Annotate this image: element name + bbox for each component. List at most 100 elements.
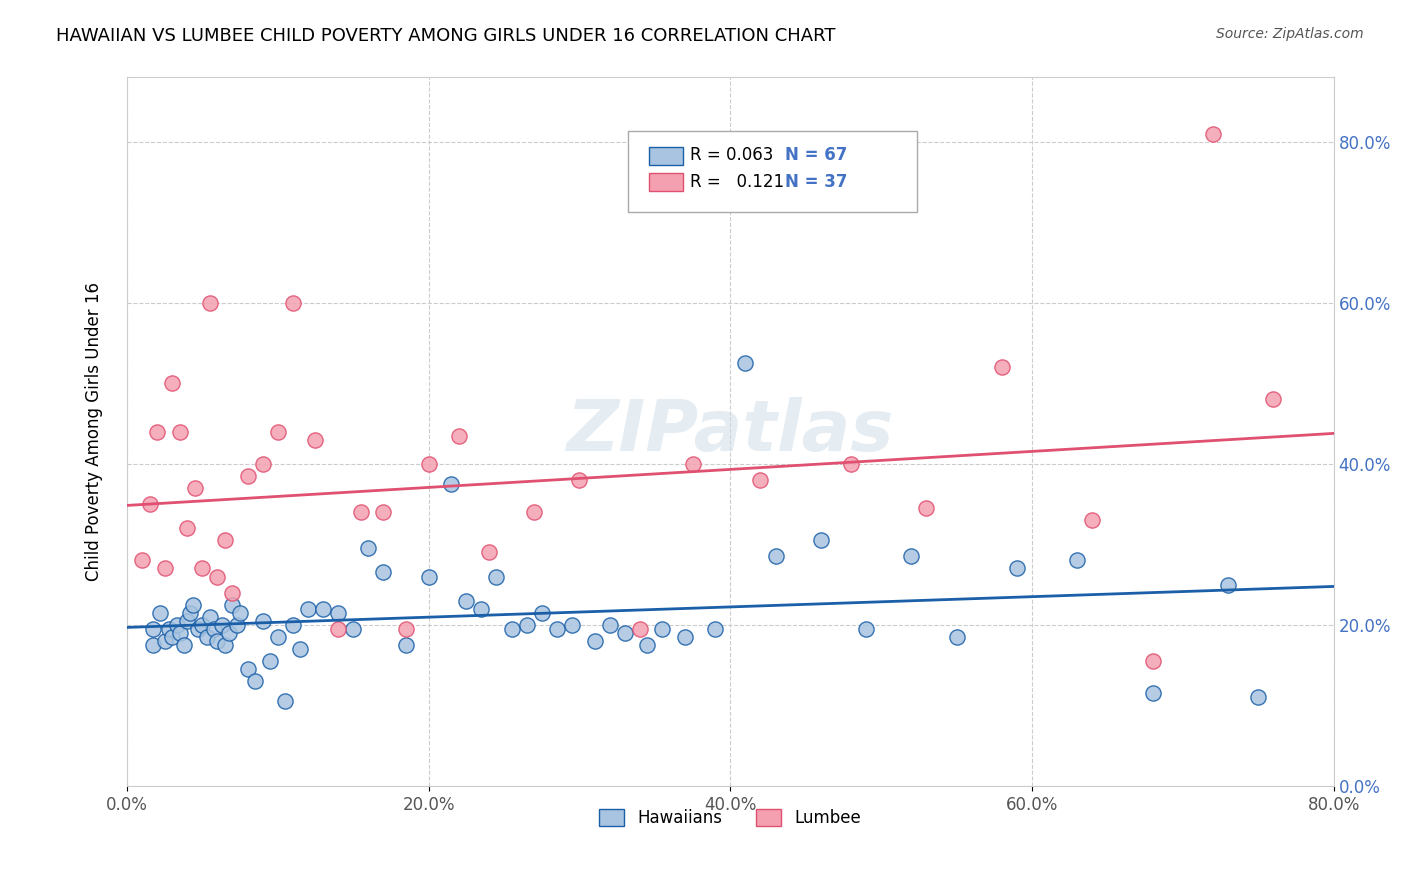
Point xyxy=(169,425,191,439)
Point xyxy=(142,638,165,652)
Point xyxy=(1202,127,1225,141)
Point xyxy=(297,601,319,615)
Point xyxy=(267,425,290,439)
Point xyxy=(561,617,583,632)
Point xyxy=(583,633,606,648)
Point xyxy=(1066,553,1088,567)
Point xyxy=(470,601,492,615)
Point xyxy=(146,425,169,439)
Point xyxy=(945,630,967,644)
Point xyxy=(357,541,380,556)
Point xyxy=(169,625,191,640)
Point xyxy=(173,638,195,652)
Point xyxy=(810,533,832,548)
Point xyxy=(221,585,243,599)
Point xyxy=(312,601,335,615)
Point xyxy=(198,609,221,624)
Point xyxy=(214,533,236,548)
Y-axis label: Child Poverty Among Girls Under 16: Child Poverty Among Girls Under 16 xyxy=(86,282,103,581)
Point xyxy=(218,625,240,640)
Legend: Hawaiians, Lumbee: Hawaiians, Lumbee xyxy=(593,803,868,834)
Point xyxy=(207,569,229,583)
Point xyxy=(628,622,651,636)
Point xyxy=(395,638,418,652)
Point xyxy=(226,617,249,632)
Point xyxy=(456,593,478,607)
Point xyxy=(478,545,501,559)
Text: Source: ZipAtlas.com: Source: ZipAtlas.com xyxy=(1216,27,1364,41)
Point xyxy=(599,617,621,632)
Point xyxy=(991,360,1014,375)
Point xyxy=(734,356,756,370)
Point xyxy=(636,638,658,652)
Point xyxy=(236,662,259,676)
Point xyxy=(546,622,568,636)
Point xyxy=(267,630,290,644)
Point xyxy=(1081,513,1104,527)
Point xyxy=(485,569,508,583)
Point xyxy=(274,694,297,708)
Point xyxy=(195,630,218,644)
Point xyxy=(373,566,395,580)
Point xyxy=(613,625,636,640)
FancyBboxPatch shape xyxy=(627,130,917,212)
Point xyxy=(281,295,304,310)
Point xyxy=(179,606,201,620)
Point xyxy=(252,614,274,628)
Point xyxy=(673,630,696,644)
Point xyxy=(187,622,209,636)
Text: R = 0.063: R = 0.063 xyxy=(690,146,773,164)
Point xyxy=(243,674,266,689)
Point xyxy=(342,622,364,636)
Point xyxy=(704,622,727,636)
Point xyxy=(160,376,183,391)
Point xyxy=(749,473,772,487)
Point xyxy=(176,614,198,628)
Point xyxy=(153,561,176,575)
Point xyxy=(516,617,538,632)
Point xyxy=(326,606,349,620)
FancyBboxPatch shape xyxy=(650,147,683,164)
Point xyxy=(373,505,395,519)
Point xyxy=(202,622,225,636)
Point xyxy=(915,501,938,516)
Point xyxy=(191,617,214,632)
Point xyxy=(682,457,704,471)
FancyBboxPatch shape xyxy=(650,173,683,191)
Point xyxy=(1142,686,1164,700)
Point xyxy=(229,606,252,620)
Point xyxy=(765,549,787,564)
Point xyxy=(176,521,198,535)
Point xyxy=(184,481,207,495)
Point xyxy=(1005,561,1028,575)
Point xyxy=(395,622,418,636)
Point xyxy=(304,433,326,447)
Point xyxy=(259,654,281,668)
Text: N = 67: N = 67 xyxy=(785,146,846,164)
Point xyxy=(1263,392,1285,407)
Text: HAWAIIAN VS LUMBEE CHILD POVERTY AMONG GIRLS UNDER 16 CORRELATION CHART: HAWAIIAN VS LUMBEE CHILD POVERTY AMONG G… xyxy=(56,27,835,45)
Point xyxy=(252,457,274,471)
Point xyxy=(166,617,188,632)
Point xyxy=(290,642,312,657)
Point xyxy=(138,497,160,511)
Point xyxy=(900,549,922,564)
Point xyxy=(447,428,470,442)
Point xyxy=(530,606,553,620)
Point xyxy=(651,622,673,636)
Point xyxy=(153,633,176,648)
Point xyxy=(181,598,204,612)
Point xyxy=(440,477,463,491)
Point xyxy=(523,505,546,519)
Point xyxy=(418,457,440,471)
Point xyxy=(236,469,259,483)
Point xyxy=(157,622,180,636)
Point xyxy=(855,622,877,636)
Point xyxy=(214,638,236,652)
Point xyxy=(839,457,862,471)
Point xyxy=(350,505,373,519)
Point xyxy=(207,633,229,648)
Point xyxy=(198,295,221,310)
Point xyxy=(568,473,591,487)
Point xyxy=(281,617,304,632)
